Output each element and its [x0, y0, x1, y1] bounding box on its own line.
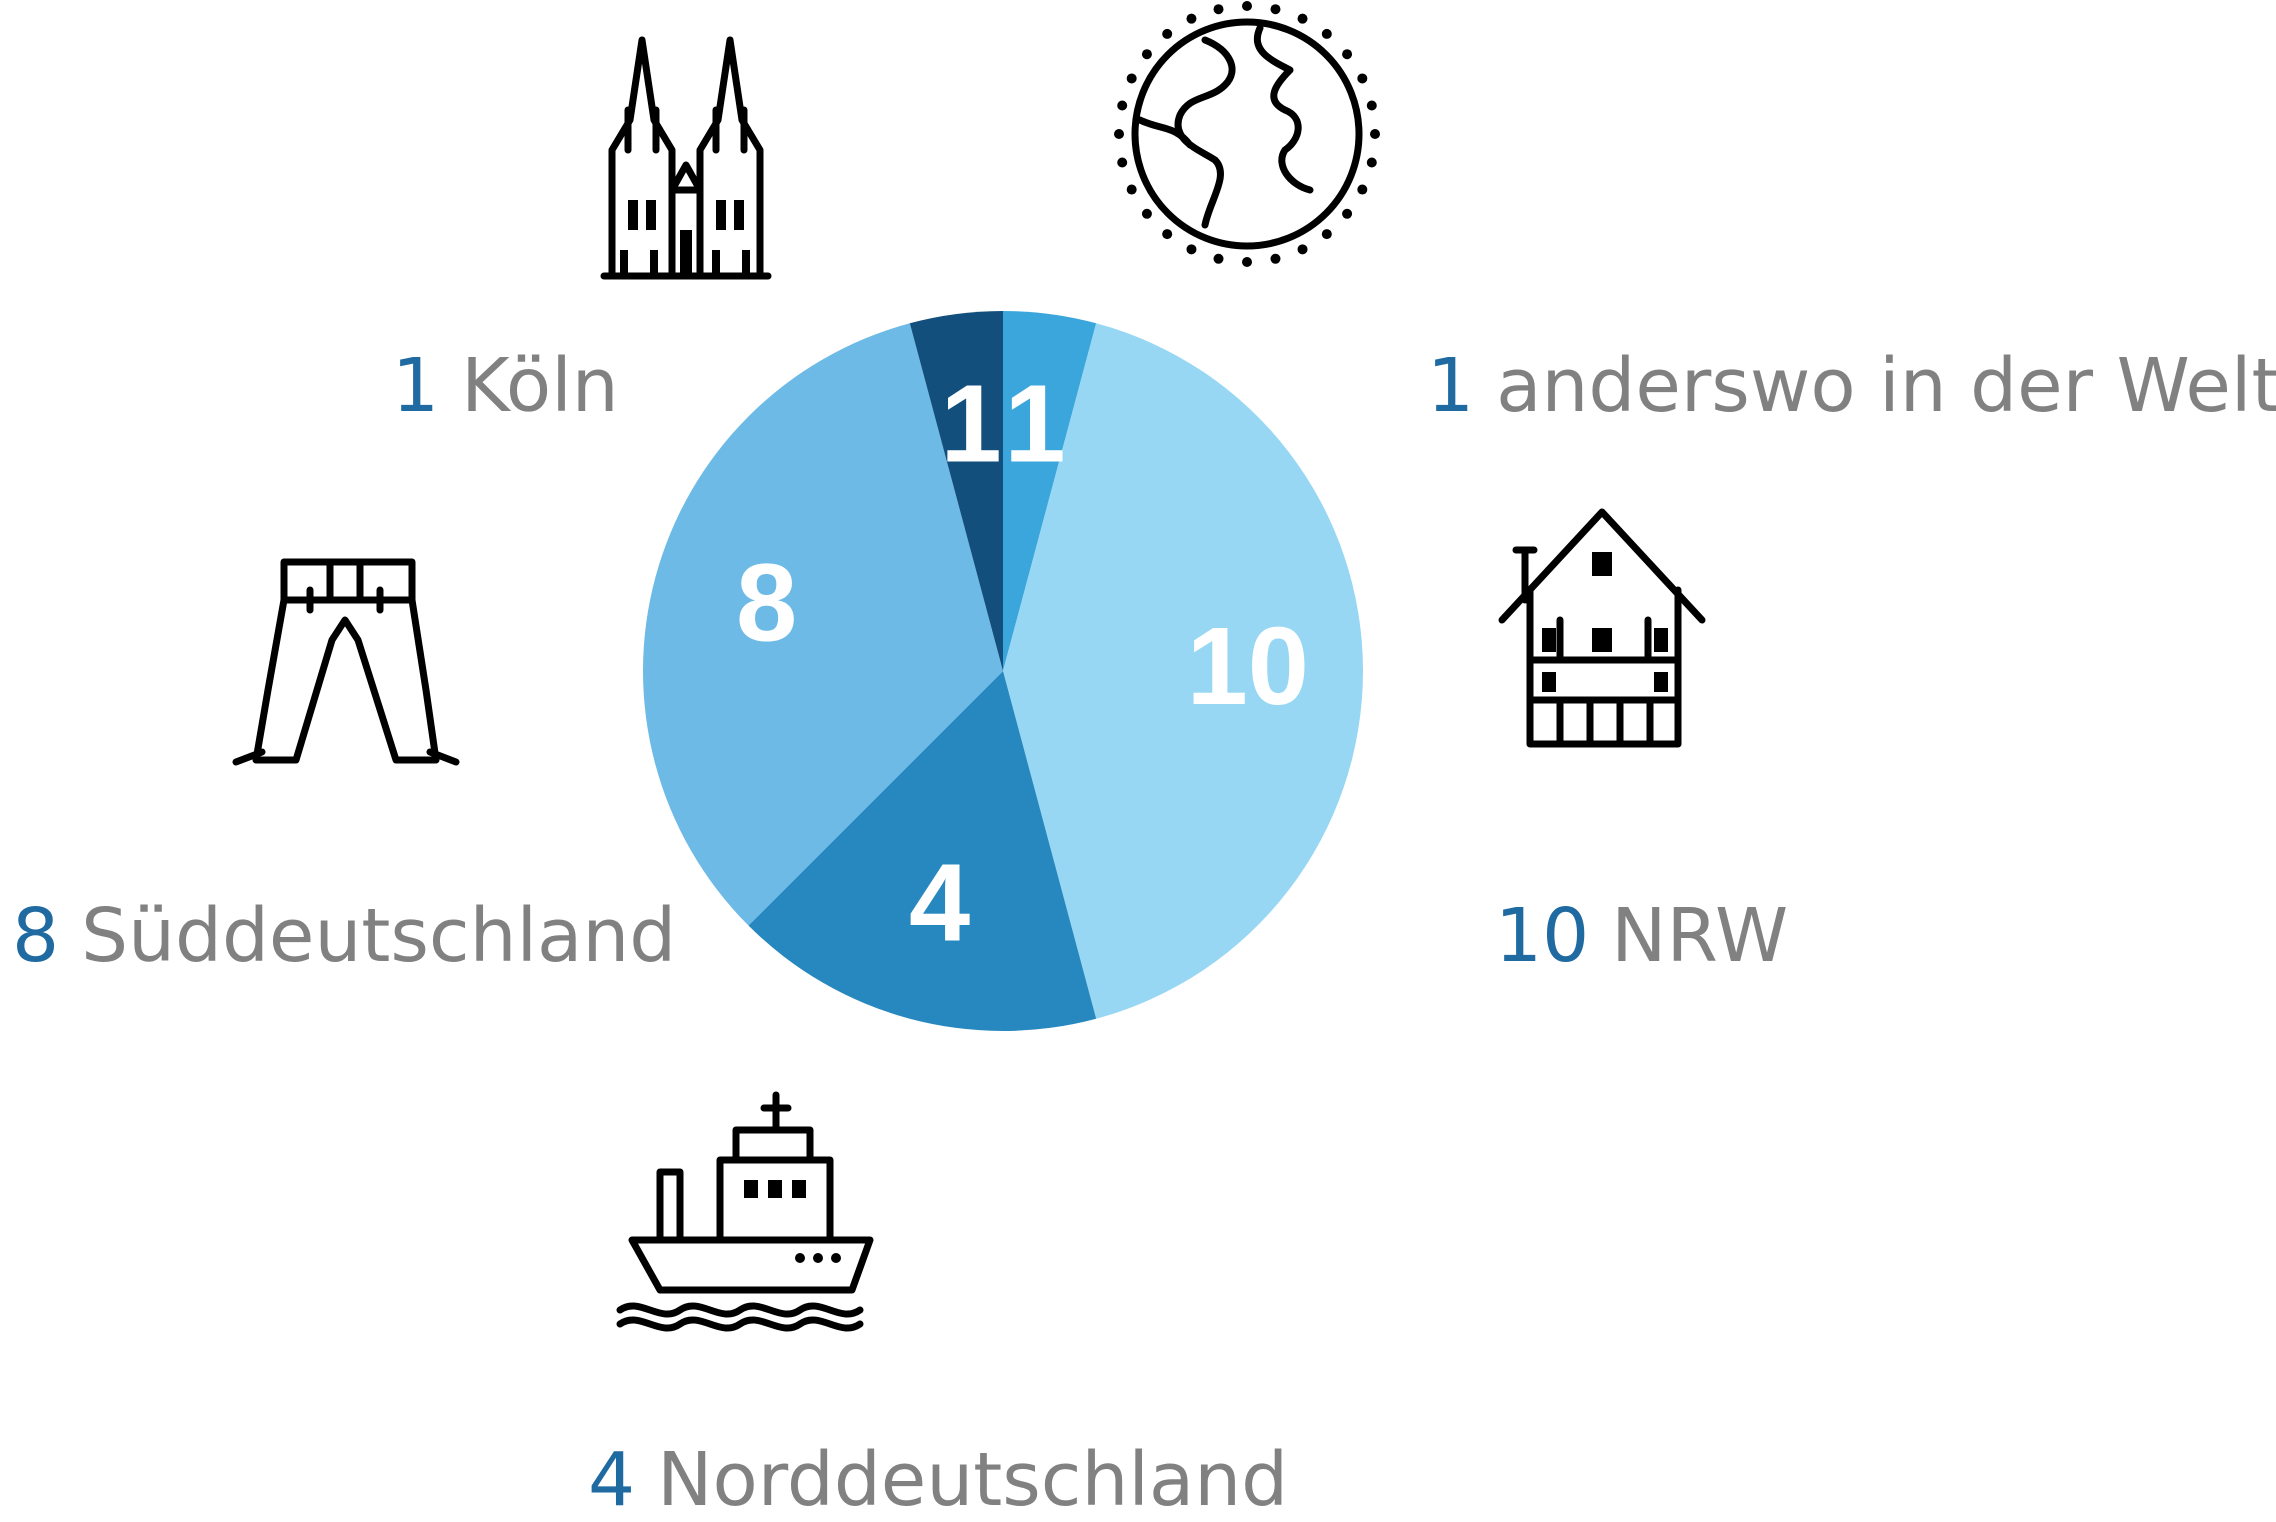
globe-dot — [1141, 49, 1152, 60]
globe-dot — [1126, 184, 1137, 195]
icon-house — [1498, 508, 1706, 748]
globe-dot — [1270, 253, 1281, 264]
pie-slice — [1003, 323, 1363, 1019]
globe-dot — [1270, 4, 1281, 15]
icon-pants — [232, 558, 460, 766]
icon-globe — [1114, 1, 1380, 267]
globe-dot — [1114, 129, 1124, 139]
pie-slice — [1003, 311, 1097, 671]
globe-dot — [1162, 229, 1173, 240]
globe-dot — [1242, 1, 1252, 11]
globe-dot — [1357, 184, 1368, 195]
globe-dot — [1141, 208, 1152, 219]
globe-dot — [1186, 13, 1197, 24]
globe-dot — [1117, 157, 1128, 168]
legend-label: 10 NRW — [1495, 893, 1788, 979]
legend-value: 1 — [392, 343, 439, 429]
legend-value: 4 — [588, 1437, 635, 1522]
globe-dot — [1370, 129, 1380, 139]
slice-label: 8 — [736, 542, 797, 665]
legend-value: 1 — [1427, 343, 1474, 429]
legend-name: Süddeutschland — [81, 893, 676, 979]
globe-dot — [1297, 244, 1308, 255]
globe-dot — [1366, 157, 1377, 168]
legend-label: 1 Köln — [392, 343, 619, 429]
globe-dot — [1162, 28, 1173, 39]
globe-dot — [1357, 73, 1368, 84]
legend-value: 10 — [1495, 893, 1589, 979]
globe-dot — [1366, 100, 1377, 111]
slice-label: 1 — [940, 362, 1001, 485]
legend-name: anderswo in der Welt — [1496, 343, 2276, 429]
globe-dot — [1242, 257, 1252, 267]
legend-name: Köln — [461, 343, 619, 429]
legend-label: 4 Norddeutschland — [588, 1437, 1288, 1522]
legend-label: 8 Süddeutschland — [12, 893, 676, 979]
slice-label: 10 — [1187, 605, 1309, 728]
globe-dot — [1213, 4, 1224, 15]
globe-dot — [1297, 13, 1308, 24]
icon-ship — [616, 1091, 874, 1332]
globe-dot — [1186, 244, 1197, 255]
slice-label: 4 — [909, 842, 970, 965]
globe-dot — [1213, 253, 1224, 264]
legend-value: 8 — [12, 893, 59, 979]
globe-dot — [1126, 73, 1137, 84]
icon-cathedral — [600, 36, 772, 280]
legend-label: 1 anderswo in der Welt — [1427, 343, 2276, 429]
pie-slice — [643, 323, 1003, 926]
globe-dot — [1117, 100, 1128, 111]
slice-label: 1 — [1004, 362, 1065, 485]
globe-dot — [1342, 208, 1353, 219]
globe-dot — [1321, 28, 1332, 39]
pie-slice — [748, 671, 1097, 1031]
pie-slice — [909, 311, 1003, 671]
globe-dot — [1321, 229, 1332, 240]
legend-name: Norddeutschland — [657, 1437, 1288, 1522]
legend-name: NRW — [1611, 893, 1788, 979]
globe-dot — [1342, 49, 1353, 60]
